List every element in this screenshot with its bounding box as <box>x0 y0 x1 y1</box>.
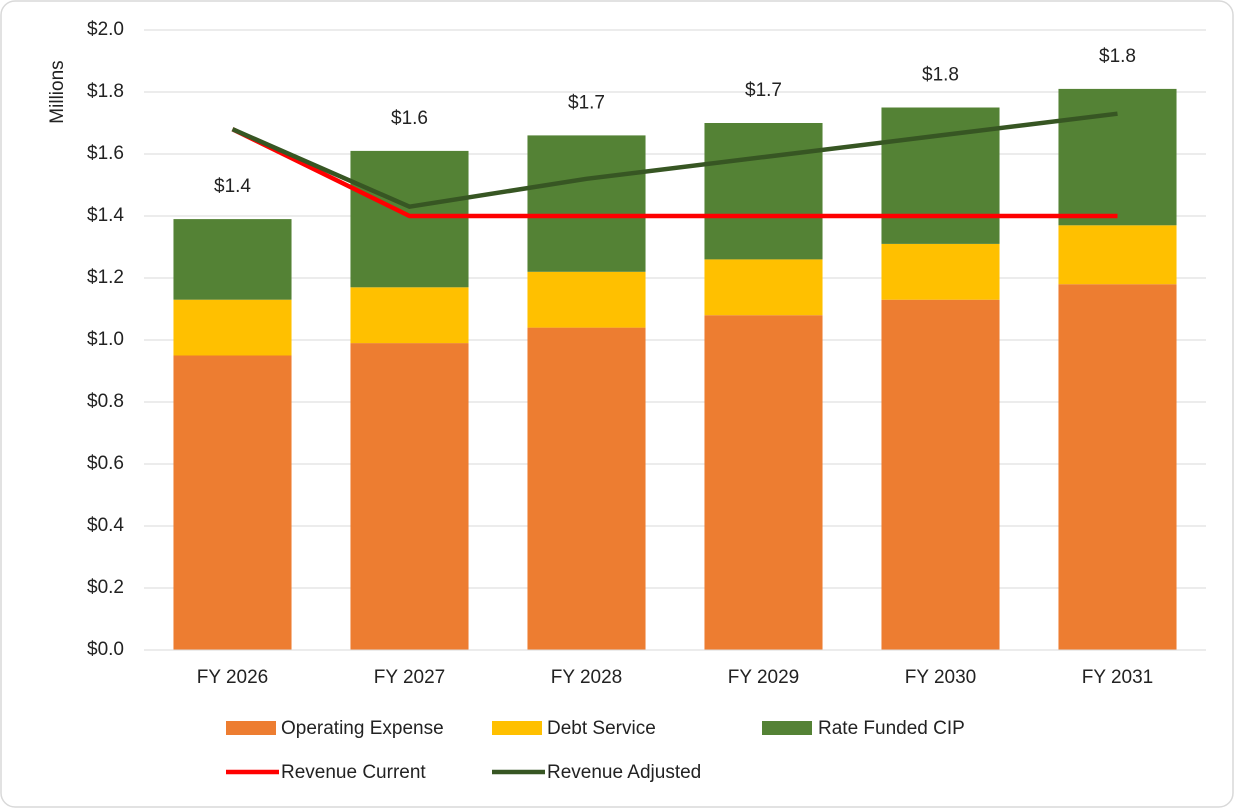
bar-segment <box>704 315 823 650</box>
legend-swatch <box>492 721 542 735</box>
bar-segment <box>881 107 1000 244</box>
x-tick-label: FY 2029 <box>728 667 799 688</box>
legend-label: Operating Expense <box>281 718 444 739</box>
bar-segment <box>704 259 823 316</box>
bar-segment <box>173 355 292 650</box>
total-label: $1.7 <box>745 80 782 101</box>
x-tick-label: FY 2026 <box>197 667 268 688</box>
legend-label: Rate Funded CIP <box>818 718 965 739</box>
bar-segment <box>527 135 646 272</box>
x-tick-label: FY 2027 <box>374 667 445 688</box>
bar-segment <box>350 343 469 650</box>
x-tick-label: FY 2028 <box>551 667 622 688</box>
x-tick-label: FY 2030 <box>905 667 976 688</box>
y-axis-label: Millions <box>47 60 68 123</box>
legend-swatch <box>226 721 276 735</box>
legend-label: Revenue Adjusted <box>547 762 701 783</box>
y-tick-label: $1.6 <box>87 143 124 164</box>
bar-segment <box>527 327 646 650</box>
line-series <box>231 127 1118 219</box>
bar-segment <box>704 123 823 260</box>
line-series <box>231 111 1118 209</box>
bar-segment <box>1058 225 1177 285</box>
y-tick-label: $1.4 <box>87 205 124 226</box>
y-tick-label: $0.0 <box>87 639 124 660</box>
y-tick-label: $2.0 <box>87 19 124 40</box>
bar-segment <box>173 299 292 356</box>
total-label: $1.8 <box>1099 46 1136 67</box>
bar-segment <box>527 271 646 328</box>
y-tick-label: $0.4 <box>87 515 124 536</box>
bar-segment <box>350 287 469 344</box>
legend-swatch <box>762 721 812 735</box>
total-label: $1.6 <box>391 108 428 129</box>
total-label: $1.8 <box>922 65 959 86</box>
y-tick-label: $1.2 <box>87 267 124 288</box>
y-tick-label: $0.2 <box>87 577 124 598</box>
y-tick-label: $0.6 <box>87 453 124 474</box>
y-tick-label: $0.8 <box>87 391 124 412</box>
bar-segment <box>881 299 1000 650</box>
legend-label: Revenue Current <box>281 762 426 783</box>
legend-label: Debt Service <box>547 718 656 739</box>
bar-segment <box>1058 284 1177 650</box>
y-tick-label: $1.8 <box>87 81 124 102</box>
total-label: $1.4 <box>214 176 251 197</box>
bar-segment <box>1058 88 1177 226</box>
bar-segment <box>350 150 469 288</box>
total-label: $1.7 <box>568 92 605 113</box>
bar-segment <box>881 243 1000 300</box>
bar-segment <box>173 219 292 300</box>
y-tick-label: $1.0 <box>87 329 124 350</box>
x-tick-label: FY 2031 <box>1082 667 1153 688</box>
